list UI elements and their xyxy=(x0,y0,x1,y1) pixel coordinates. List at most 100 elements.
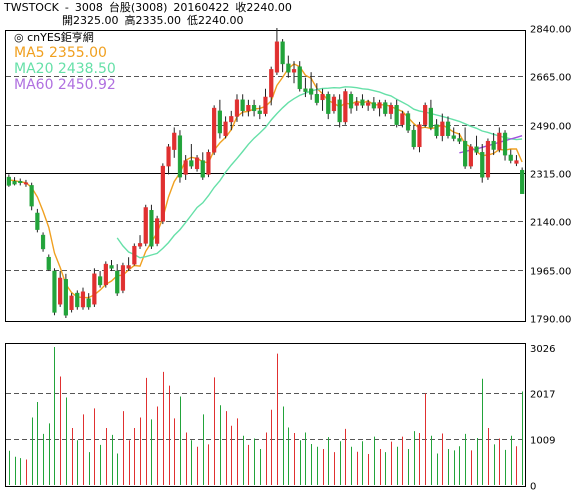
candle xyxy=(52,268,57,316)
candle xyxy=(143,204,148,247)
candle xyxy=(212,105,217,156)
candle-body xyxy=(29,185,34,207)
legend-ma5: MA5 2355.00 xyxy=(14,45,107,61)
candle xyxy=(126,257,131,272)
candle xyxy=(280,39,285,73)
candle xyxy=(434,119,439,139)
candle xyxy=(109,260,114,272)
price-tick-label: 2315.00 xyxy=(530,170,571,181)
candle xyxy=(451,127,456,142)
candle-body xyxy=(417,124,422,148)
candle xyxy=(411,124,416,150)
candle-body xyxy=(440,121,445,136)
candle xyxy=(189,144,194,169)
candle-body xyxy=(514,160,519,164)
candle-body xyxy=(274,41,280,73)
candle xyxy=(206,149,211,178)
candle-body xyxy=(491,140,496,150)
header-row-1: TWSTOCK -3008 台股(3008) 20160422 收2240.00 xyxy=(4,1,564,14)
candle-body xyxy=(451,135,456,139)
candle-body xyxy=(177,135,183,178)
candle-body xyxy=(337,99,342,123)
candle-body xyxy=(143,207,148,244)
candle xyxy=(468,144,473,169)
price-axis: 2840.00 2665.00 2490.00 2315.00 2140.00 1965.… xyxy=(530,25,571,326)
candle xyxy=(297,61,302,92)
candle-body xyxy=(326,94,331,114)
volume-tick-label: 3026 xyxy=(530,344,555,355)
candle xyxy=(291,61,297,84)
candle xyxy=(58,271,63,307)
candle-body xyxy=(303,88,308,92)
candle xyxy=(440,113,445,142)
candle-body xyxy=(411,129,416,148)
high-price: 高2335.00 xyxy=(124,14,182,27)
candle xyxy=(269,66,274,106)
candle xyxy=(331,94,337,114)
candle xyxy=(348,91,354,114)
price-tick-label: 2665.00 xyxy=(530,73,571,84)
candle xyxy=(354,97,359,111)
candle-body xyxy=(360,99,365,106)
candle-body xyxy=(103,263,108,286)
candle-body xyxy=(343,91,348,123)
candle xyxy=(485,138,491,180)
candle-body xyxy=(126,265,131,269)
candle xyxy=(303,77,308,98)
candle-body xyxy=(423,105,428,125)
volume-axis: 3026 2017 1009 0 xyxy=(530,344,555,493)
candle-body xyxy=(297,66,302,90)
candle-body xyxy=(480,152,485,178)
candle-body xyxy=(137,243,143,247)
candle xyxy=(491,132,496,156)
candle xyxy=(326,91,331,120)
candle-body xyxy=(463,140,468,167)
candle-body xyxy=(445,121,451,136)
quote-date: 20160422 xyxy=(173,1,230,14)
candle xyxy=(103,261,108,288)
candle xyxy=(366,99,371,111)
candle xyxy=(234,94,240,122)
candle-body xyxy=(58,277,63,305)
candle xyxy=(6,174,11,187)
candle xyxy=(63,273,68,318)
candle-body xyxy=(166,146,171,167)
quote-header: TWSTOCK -3008 台股(3008) 20160422 收2240.00 開23… xyxy=(4,1,564,27)
candle xyxy=(445,116,451,139)
legend-ma20: MA20 2438.50 xyxy=(14,61,116,77)
candle xyxy=(502,130,508,161)
candle-body xyxy=(6,176,11,186)
candle xyxy=(240,94,245,117)
stock-name: 台股(3008) xyxy=(108,1,168,14)
candle xyxy=(360,94,365,109)
volume-panel xyxy=(5,343,526,487)
candle xyxy=(12,177,17,186)
candle xyxy=(343,88,348,125)
watermark-icon: ◎ xyxy=(14,31,27,44)
candle-body xyxy=(331,96,337,112)
candle-body xyxy=(217,110,222,134)
candle xyxy=(309,72,314,100)
volume-bars xyxy=(9,347,523,485)
candle-body xyxy=(132,245,137,265)
source-label: TWSTOCK xyxy=(4,1,59,14)
candle xyxy=(92,268,97,307)
candle xyxy=(428,99,433,131)
candle-body xyxy=(240,99,245,112)
candle-body xyxy=(320,94,325,101)
ma20-line xyxy=(116,86,523,259)
candle xyxy=(400,110,405,128)
candle-body xyxy=(354,102,359,106)
candle-body xyxy=(457,138,462,142)
candle-body xyxy=(280,41,285,65)
candle-body xyxy=(109,265,114,269)
candle-body xyxy=(251,105,257,112)
candle-body xyxy=(46,256,51,270)
candle-body xyxy=(377,102,382,109)
stock-code: 3008 xyxy=(74,1,103,14)
candle xyxy=(155,215,160,247)
candle-body xyxy=(206,152,211,175)
candle-body xyxy=(172,132,177,150)
candle xyxy=(120,262,126,294)
